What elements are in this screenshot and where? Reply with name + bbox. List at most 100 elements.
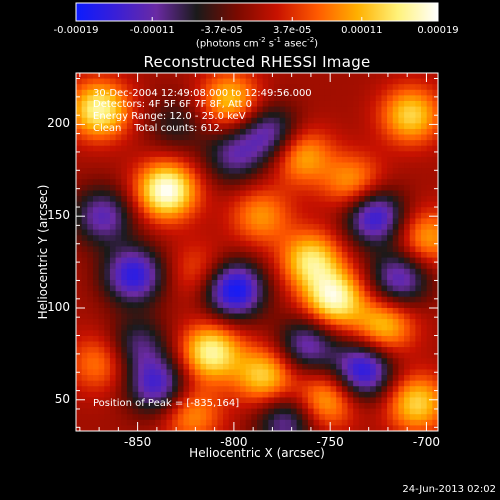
heatmap-cell [313,335,320,342]
heatmap-cell [194,296,201,303]
heatmap-cell [183,162,190,169]
heatmap-cell [200,324,207,331]
heatmap-cell [143,319,150,326]
heatmap-cell [330,341,337,348]
heatmap-cell [81,201,88,208]
heatmap-cell [138,207,145,214]
heatmap-cell [296,397,303,404]
heatmap-cell [404,190,411,197]
heatmap-cell [194,151,201,158]
heatmap-cell [358,279,365,286]
heatmap-cell [81,352,88,359]
heatmap-cell [183,128,190,135]
heatmap-cell [262,313,269,320]
heatmap-cell [234,162,241,169]
heatmap-cell [87,168,94,175]
heatmap-cell [121,84,128,91]
heatmap-cell [109,151,116,158]
heatmap-cell [234,268,241,275]
heatmap-cell [76,313,83,320]
heatmap-cell [387,78,394,85]
heatmap-cell [98,335,105,342]
heatmap-cell [268,100,275,107]
heatmap-cell [217,123,224,130]
heatmap-cell [109,380,116,387]
heatmap-cell [273,302,281,309]
heatmap-cell [341,419,348,426]
heatmap-cell [132,324,139,331]
heatmap-cell [257,363,264,370]
heatmap-cell [155,274,162,281]
heatmap-cell [415,302,422,309]
heatmap-cell [104,218,111,225]
heatmap-cell [273,285,281,292]
heatmap-cell [109,263,116,270]
heatmap-cell [160,151,167,158]
heatmap-cell [421,218,428,225]
heatmap-cell [155,397,162,404]
heatmap-cell [92,335,100,342]
heatmap-cell [160,168,167,175]
heatmap-cell [217,268,224,275]
heatmap-cell [358,375,365,382]
heatmap-cell [104,134,111,141]
heatmap-cell [234,184,241,191]
heatmap-cell [160,380,167,387]
heatmap-cell [206,330,213,337]
heatmap-cell [240,324,247,331]
heatmap-cell [149,84,156,91]
heatmap-cell [143,123,150,130]
heatmap-cell [234,408,241,415]
heatmap-cell [81,190,88,197]
heatmap-cell [126,190,133,197]
heatmap-cell [364,190,371,197]
heatmap-cell [313,128,320,135]
heatmap-cell [398,403,405,410]
heatmap-cell [104,184,111,191]
heatmap-cell [279,246,286,253]
heatmap-cell [285,179,292,186]
heatmap-cell [228,151,235,158]
heatmap-cell [206,162,213,169]
annotation-time-range: 30-Dec-2004 12:49:08.000 to 12:49:56.000 [93,88,312,99]
heatmap-cell [387,224,394,231]
heatmap-cell [404,319,411,326]
heatmap-cell [138,274,145,281]
heatmap-cell [200,335,207,342]
heatmap-cell [319,196,326,203]
heatmap-cell [398,347,405,354]
heatmap-cell [392,302,399,309]
heatmap-cell [234,84,241,91]
heatmap-cell [92,207,100,214]
heatmap-cell [370,140,377,147]
heatmap-cell [109,73,116,79]
heatmap-cell [353,145,360,152]
heatmap-cell [392,313,399,320]
heatmap-cell [257,257,264,264]
heatmap-cell [426,100,433,107]
heatmap-cell [324,151,331,158]
heatmap-cell [353,229,360,236]
heatmap-cell [262,352,269,359]
heatmap-cell [211,218,218,225]
heatmap-cell [126,100,133,107]
heatmap-cell [245,134,252,141]
heatmap-cell [353,347,360,354]
heatmap-cell [268,145,275,152]
heatmap-cell [415,84,422,91]
heatmap-cell [228,190,235,197]
heatmap-cell [76,151,83,158]
heatmap-cell [421,252,428,258]
heatmap-cell [211,235,218,242]
heatmap-cell [262,419,269,426]
heatmap-cell [76,257,83,264]
heatmap-cell [415,106,422,113]
heatmap-cell [392,106,399,113]
heatmap-cell [358,140,365,147]
heatmap-cell [279,156,286,163]
heatmap-cell [392,95,399,102]
heatmap-cell [87,246,94,253]
heatmap-cell [166,134,173,141]
heatmap-cell [240,112,247,119]
heatmap-cell [398,408,405,415]
